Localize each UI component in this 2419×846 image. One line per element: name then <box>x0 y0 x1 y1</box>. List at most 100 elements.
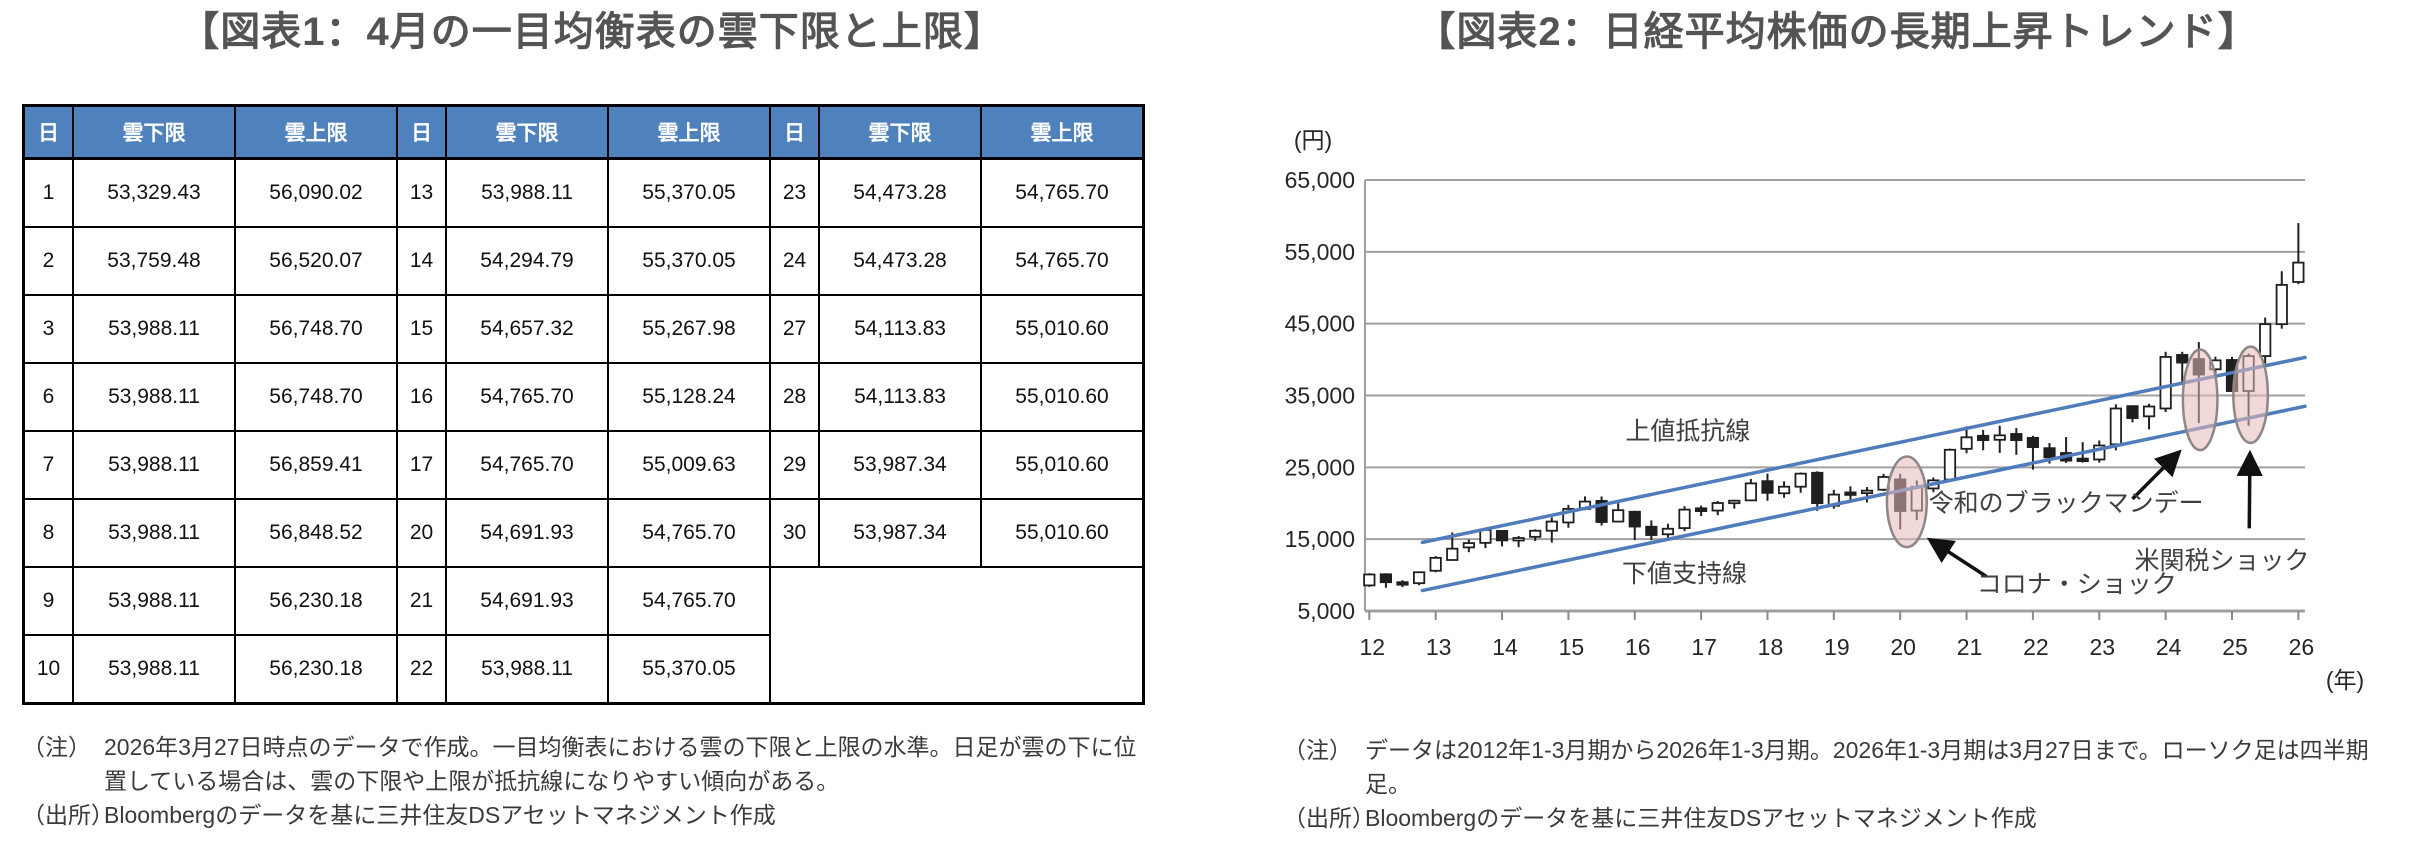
ichimoku-cloud-table: 日雲下限 雲上限日雲下限 雲上限日雲下限 雲上限 1 53,329.43 56,090.02… <box>22 104 1145 705</box>
candle-up <box>2259 317 2272 364</box>
candle-up <box>2142 403 2156 430</box>
candle-up <box>2275 271 2288 329</box>
candle-up <box>1479 528 1492 549</box>
candle-down <box>1595 496 1608 526</box>
candle-down <box>1396 580 1409 588</box>
day-cell: 2 <box>22 226 74 296</box>
candle-up <box>1711 500 1724 516</box>
candle-down <box>1844 486 1857 502</box>
table-row: 7 53,988.11 56,859.41 17 54,765.70 55,009.63 2… <box>22 430 1145 500</box>
table-header-cell: 日 <box>396 104 447 160</box>
annotation-arrow <box>2236 449 2263 529</box>
x-tick-label: 13 <box>1426 634 1452 660</box>
table-header-cell: 雲下限 <box>818 104 982 160</box>
candle-up <box>1794 472 1807 493</box>
y-tick-label: 15,000 <box>1285 526 1355 552</box>
candle-down <box>2176 351 2189 384</box>
candle-up <box>1993 425 2006 453</box>
chart-annotation: 令和のブラックマンデー <box>1929 490 2204 518</box>
table-header-cell: 雲下限 <box>72 104 236 160</box>
chart-annotation: 米関税ショック <box>2135 547 2310 575</box>
candle-down <box>1761 473 1774 501</box>
candle-up <box>2093 440 2106 463</box>
cloud-value-cell: 55,010.60 <box>980 362 1145 432</box>
candle-up <box>1960 426 1973 454</box>
cloud-value-cell: 55,010.60 <box>980 498 1145 568</box>
cloud-value-cell: 55,009.63 <box>607 430 771 500</box>
lower-support-line <box>1420 404 2307 593</box>
upper-resistance-line <box>1420 355 2307 545</box>
cloud-value-cell: 54,691.93 <box>445 498 609 568</box>
x-tick-label: 14 <box>1492 634 1518 660</box>
cloud-value-cell: 53,759.48 <box>72 226 236 296</box>
candle-down <box>1379 573 1393 588</box>
table-empty-region <box>770 567 1144 704</box>
cloud-value-cell: 54,473.28 <box>818 226 982 296</box>
note-label: （注） <box>1283 737 1352 763</box>
candle-down <box>2060 436 2073 463</box>
candle-down <box>2126 405 2139 423</box>
nikkei-candlestick-chart: 5,000 15,000 25,000 35,000 45,000 55,000 65,00… <box>1285 127 2365 693</box>
candle-up <box>2292 223 2305 285</box>
candle-up <box>1512 535 1525 548</box>
day-cell: 1 <box>22 157 74 228</box>
figure1-title: 【図表1：4月の一目均衡表の雲下限と上限】 <box>179 10 1005 54</box>
day-cell: 13 <box>396 157 447 228</box>
day-cell: 14 <box>396 226 447 296</box>
day-cell: 6 <box>22 362 74 432</box>
day-cell: 22 <box>396 634 447 705</box>
cloud-value-cell: 56,848.52 <box>234 498 398 568</box>
cloud-value-cell: 56,748.70 <box>234 294 398 364</box>
x-tick-label: 23 <box>2089 634 2115 660</box>
table-header-cell: 雲上限 <box>607 104 771 160</box>
y-tick-label: 55,000 <box>1285 239 1355 265</box>
x-tick-label: 19 <box>1824 634 1850 660</box>
x-tick-label: 15 <box>1559 634 1585 660</box>
figure1-ichimoku-table-section: 【図表1：4月の一目均衡表の雲下限と上限】 日雲下限 雲上限日雲下限 雲上限日雲下限… <box>22 6 1162 832</box>
cloud-value-cell: 54,765.70 <box>980 226 1145 296</box>
day-cell: 7 <box>22 430 74 500</box>
figure2-notes: （注） データは2012年1-3月期から2026年1-3月期。2026年1-3月… <box>1283 733 2403 835</box>
note-text: データは2012年1-3月期から2026年1-3月期。2026年1-3月期は3月… <box>1365 737 2369 797</box>
annotation-arrow <box>1926 537 1988 578</box>
figure2-nikkei-chart-section: 【図表2：日経平均株価の長期上昇トレンド】 5,000 15,000 25,000 3… <box>1255 6 2419 846</box>
cloud-value-cell: 55,010.60 <box>980 294 1145 364</box>
candle-up <box>1462 539 1475 553</box>
table-header-cell: 雲上限 <box>234 104 398 160</box>
source-label: （出所） <box>1283 805 1375 831</box>
figure1-notes: （注） 2026年3月27日時点のデータで作成。一目均衡表における雲の下限と上限… <box>22 730 1162 832</box>
candle-down <box>1695 505 1708 517</box>
cloud-value-cell: 54,765.70 <box>607 498 771 568</box>
x-tick-label: 20 <box>1890 634 1916 660</box>
x-axis-unit-label: (年) <box>2326 667 2364 693</box>
day-cell: 21 <box>396 566 447 636</box>
candle-up <box>1943 448 1957 483</box>
day-cell: 8 <box>22 498 74 568</box>
x-tick-label: 24 <box>2156 634 2182 660</box>
x-tick-label: 26 <box>2289 634 2315 660</box>
candle-down <box>1645 520 1658 541</box>
cloud-value-cell: 53,987.34 <box>818 430 982 500</box>
cloud-value-cell: 56,090.02 <box>234 157 398 228</box>
table-row: 9 53,988.11 56,230.18 21 54,691.93 54,765.70 <box>22 566 1144 704</box>
candle-up <box>2159 351 2172 413</box>
cloud-value-cell: 54,473.28 <box>818 157 982 228</box>
day-cell: 28 <box>769 362 820 432</box>
candle-up <box>1545 517 1558 543</box>
y-axis-unit-label: (円) <box>1294 127 1332 153</box>
day-cell: 3 <box>22 294 74 364</box>
cloud-value-cell: 55,370.05 <box>607 634 771 705</box>
cloud-value-cell: 55,370.05 <box>607 226 771 296</box>
highlight-ellipse <box>1885 455 1928 549</box>
cloud-value-cell: 53,988.11 <box>445 157 609 228</box>
table-row: 3 53,988.11 56,748.70 15 54,657.32 55,267.98 2… <box>22 294 1145 364</box>
cloud-value-cell: 53,988.11 <box>72 498 236 568</box>
note-label: （注） <box>22 734 91 760</box>
cloud-value-cell: 53,988.11 <box>72 430 236 500</box>
table-row: 8 53,988.11 56,848.52 20 54,691.93 54,765.70 3… <box>22 498 1145 568</box>
cloud-value-cell: 56,520.07 <box>234 226 398 296</box>
figure2-title: 【図表2：日経平均株価の長期上昇トレンド】 <box>1415 10 2259 54</box>
table-header-cell: 日 <box>22 104 74 160</box>
candle-up <box>1429 556 1442 573</box>
